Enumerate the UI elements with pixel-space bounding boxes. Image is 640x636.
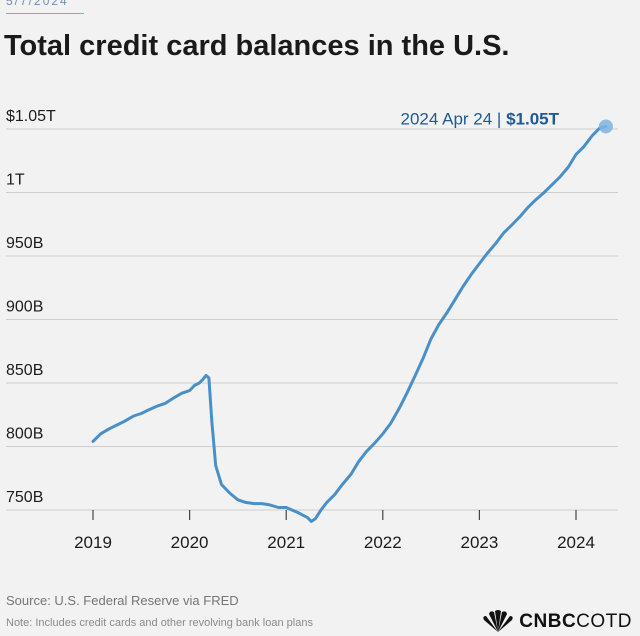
- y-tick-label: 900B: [6, 299, 43, 316]
- annotation-date: 2024 Apr 24 |: [401, 109, 507, 128]
- line-chart: 750B 800B 850B 900B 950B 1T $1.05T 2019 2020 202…: [6, 108, 618, 552]
- y-tick-label: 800B: [6, 426, 43, 443]
- brand-wordmark: CNBCCOTD: [519, 611, 632, 633]
- x-tick-label: 2021: [267, 533, 305, 552]
- source-text: Source: U.S. Federal Reserve via FRED: [6, 593, 239, 608]
- y-tick-label: 1T: [6, 172, 25, 189]
- series-line: [91, 125, 608, 523]
- annotation-marker: [598, 119, 613, 134]
- chart-title: Total credit card balances in the U.S.: [4, 30, 510, 62]
- date-divider: [6, 13, 84, 14]
- brand-light: COTD: [576, 611, 632, 632]
- gridlines: [6, 128, 618, 511]
- annotation-value: $1.05T: [506, 109, 560, 128]
- x-axis-ticks: 2019 2020 2021 2022 2023 2024: [74, 510, 595, 552]
- y-axis-tick-labels: 750B 800B 850B 900B 950B 1T $1.05T: [6, 108, 56, 506]
- annotation: 2024 Apr 24 | $1.05T: [401, 109, 613, 134]
- date-stamp: 5/7/2024: [6, 0, 69, 8]
- y-tick-label: 950B: [6, 235, 43, 252]
- note-text: Note: Includes credit cards and other re…: [6, 617, 313, 629]
- brand-bold: CNBC: [519, 611, 577, 632]
- x-tick-label: 2019: [74, 533, 112, 552]
- y-tick-label: $1.05T: [6, 108, 56, 125]
- x-tick-label: 2023: [460, 533, 498, 552]
- x-tick-label: 2022: [364, 533, 402, 552]
- series-layer: [91, 125, 608, 523]
- annotation-label: 2024 Apr 24 | $1.05T: [401, 109, 560, 128]
- x-tick-label: 2024: [557, 533, 595, 552]
- y-tick-label: 750B: [6, 489, 43, 506]
- y-tick-label: 850B: [6, 362, 43, 379]
- nbc-peacock-icon: [483, 610, 513, 632]
- x-tick-label: 2020: [171, 533, 209, 552]
- brand-logo: CNBCCOTD: [481, 610, 632, 634]
